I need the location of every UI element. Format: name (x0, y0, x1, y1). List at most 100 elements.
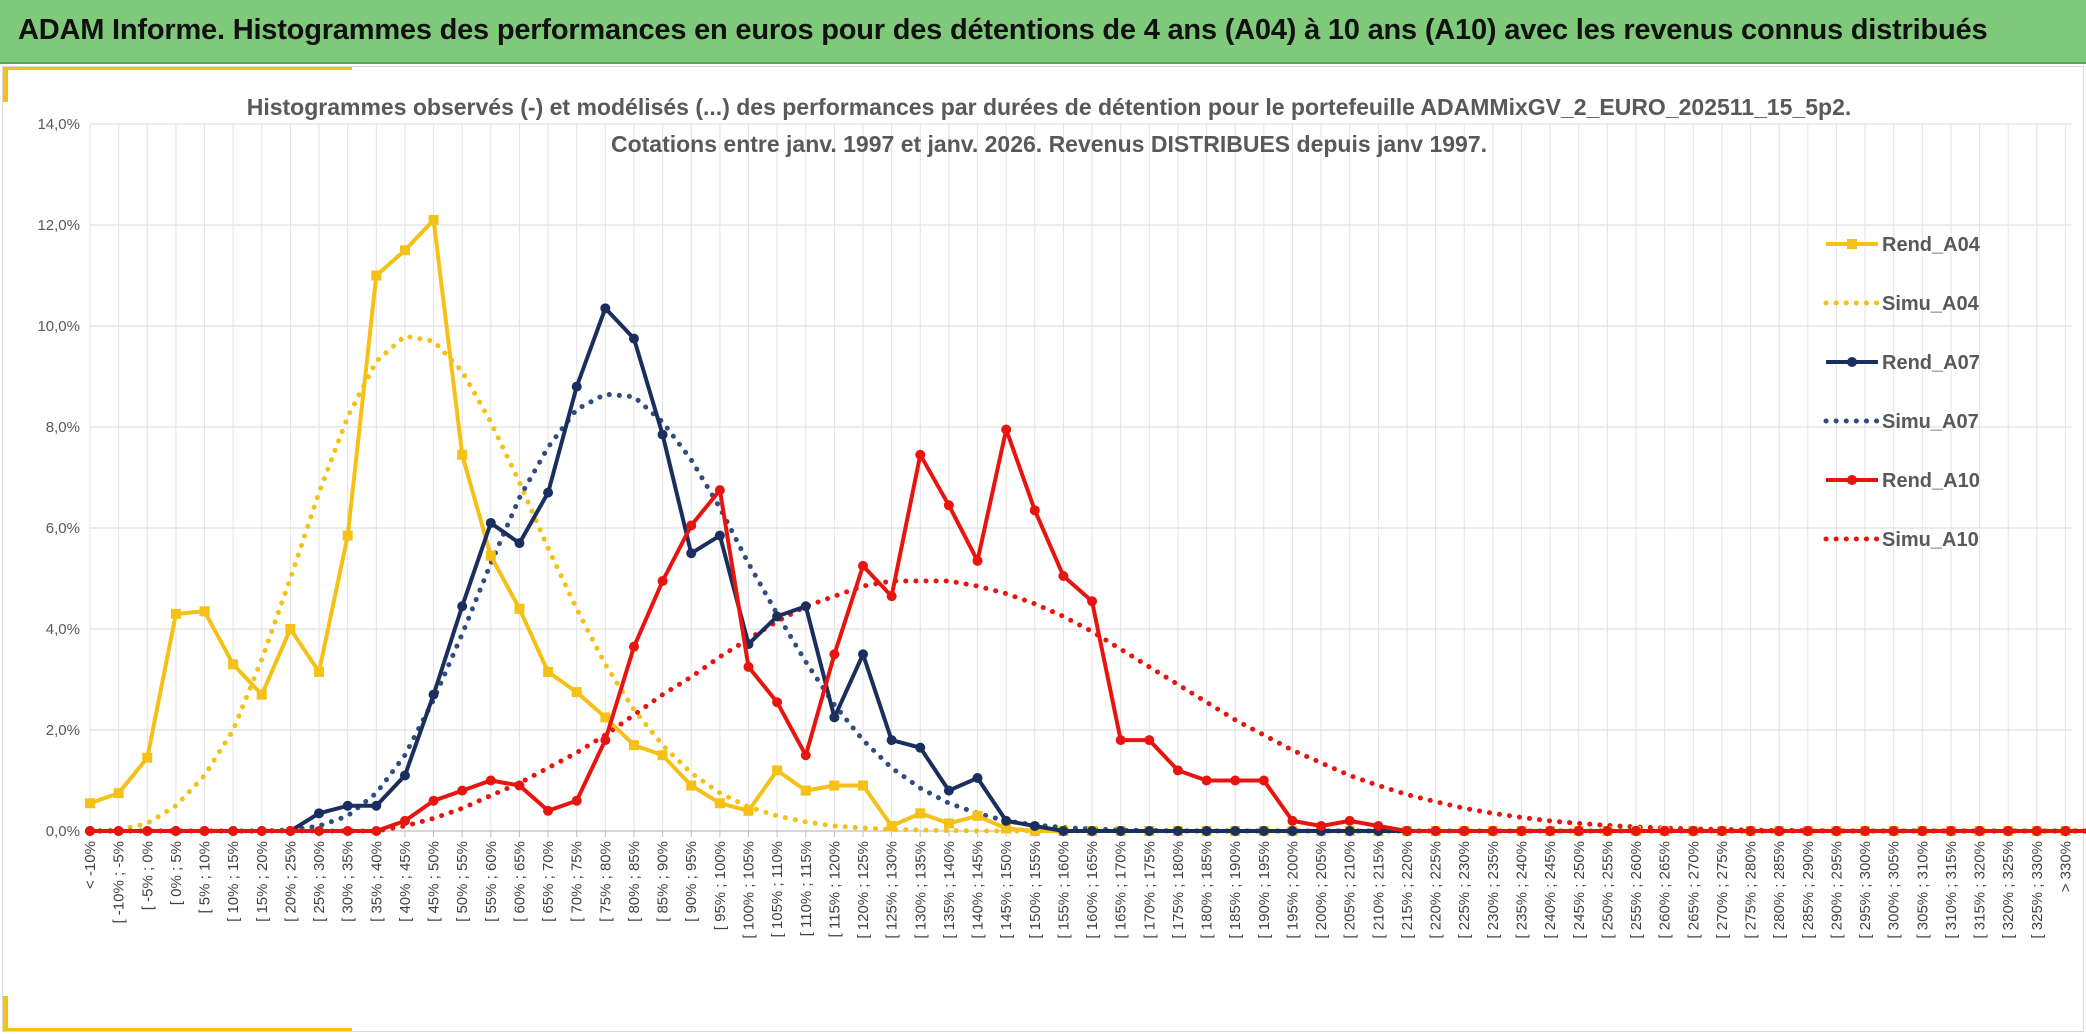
y-tick-label: 0,0% (46, 823, 80, 840)
data-point (228, 659, 239, 670)
data-point (600, 712, 611, 723)
x-tick-label: [ -10% ; -5% (111, 841, 128, 924)
data-point (1459, 826, 1470, 836)
y-tick-label: 4,0% (46, 621, 80, 638)
data-point (743, 661, 754, 672)
data-point (485, 550, 496, 561)
x-tick-label: [ 40% ; 45% (397, 841, 414, 922)
data-point (543, 805, 554, 816)
header-banner: ADAM Informe. Histogrammes des performan… (0, 0, 2086, 64)
x-tick-label: [ 175% ; 180% (1170, 841, 1187, 939)
x-tick-label: [ 130% ; 135% (912, 841, 929, 939)
legend-marker (1847, 475, 1857, 485)
data-point (1831, 826, 1842, 836)
data-point (428, 795, 439, 806)
data-point (314, 666, 325, 677)
data-point (514, 603, 525, 614)
data-point (1258, 775, 1269, 786)
x-tick-label: [ 195% ; 200% (1284, 841, 1301, 939)
data-point (886, 735, 897, 746)
x-tick-label: [ 85% ; 90% (655, 841, 672, 922)
x-tick-label: [ 80% ; 85% (626, 841, 643, 922)
data-point (1373, 820, 1384, 831)
data-point (686, 520, 697, 531)
x-tick-label: [ 5% ; 10% (197, 841, 214, 914)
data-point (342, 530, 353, 541)
data-point (514, 780, 525, 791)
data-point (2031, 826, 2042, 836)
data-point (829, 780, 840, 791)
data-point (228, 826, 239, 836)
data-point (1487, 826, 1498, 836)
data-point (113, 788, 124, 799)
data-point (543, 487, 554, 498)
data-point (1430, 826, 1441, 836)
data-point (886, 591, 897, 602)
data-point (714, 485, 725, 496)
chart-title-line2: Cotations entre janv. 1997 et janv. 2026… (611, 131, 1487, 157)
x-tick-label: [ 100% ; 105% (740, 841, 757, 939)
data-point (772, 765, 783, 776)
data-point (1087, 596, 1098, 607)
series-line-rend-a04 (89, 218, 2086, 833)
x-tick-label: [ 15% ; 20% (254, 841, 271, 922)
data-point (657, 576, 668, 587)
accent-line-left-bottom (2, 996, 8, 1032)
data-point (1029, 820, 1040, 831)
x-tick-label: [ 220% ; 225% (1428, 841, 1445, 939)
data-point (514, 538, 525, 549)
data-point (571, 687, 582, 698)
page-title: ADAM Informe. Histogrammes des performan… (18, 14, 1988, 46)
x-tick-label: [ 240% ; 245% (1542, 841, 1559, 939)
x-tick-label: [ 110% ; 115% (798, 841, 815, 936)
x-tick-label: [ 10% ; 15% (225, 841, 242, 922)
data-point (1115, 735, 1126, 746)
x-tick-label: [ -5% ; 0% (139, 841, 156, 910)
data-point (342, 826, 353, 836)
data-point (85, 826, 95, 836)
data-point (457, 785, 468, 796)
data-point (1316, 820, 1327, 831)
x-tick-label: [ 190% ; 195% (1256, 841, 1273, 939)
x-tick-label: [ 90% ; 95% (683, 841, 700, 922)
data-point (1344, 826, 1355, 836)
data-point (886, 820, 897, 831)
data-point (256, 826, 267, 836)
data-point (1144, 735, 1155, 746)
data-point (772, 697, 783, 708)
data-point (485, 775, 496, 786)
data-point (371, 270, 382, 281)
legend-background (1802, 215, 2002, 570)
series-line-simu-a04 (87, 333, 2086, 834)
data-point (1917, 826, 1928, 836)
data-point (600, 735, 611, 746)
data-point (972, 772, 983, 783)
data-point (1001, 823, 1012, 834)
x-tick-label: [ 260% ; 265% (1657, 841, 1674, 939)
data-point (285, 826, 296, 836)
data-point (1029, 826, 1040, 836)
data-point (1344, 815, 1355, 826)
data-point (800, 785, 811, 796)
data-point (714, 530, 725, 541)
legend-marker (1847, 239, 1857, 249)
x-tick-label: [ 50% ; 55% (454, 841, 471, 922)
data-point (1029, 505, 1040, 516)
legend-label: Simu_A04 (1882, 293, 1980, 315)
x-tick-label: [ 300% ; 305% (1886, 841, 1903, 939)
data-point (1545, 826, 1556, 836)
data-point (915, 808, 926, 819)
y-tick-label: 6,0% (46, 520, 80, 537)
data-point (1287, 815, 1298, 826)
x-tick-label: [ 245% ; 250% (1571, 841, 1588, 939)
x-tick-label: [ 160% ; 165% (1084, 841, 1101, 939)
data-point (1287, 826, 1298, 836)
data-point (1745, 826, 1756, 836)
x-tick-label: [ 20% ; 25% (282, 841, 299, 922)
data-point (170, 608, 181, 619)
x-tick-label: [ 95% ; 100% (712, 841, 729, 930)
x-tick-label: [ 55% ; 60% (483, 841, 500, 922)
data-point (1058, 570, 1069, 581)
x-tick-label: [ 270% ; 275% (1714, 841, 1731, 939)
y-tick-label: 10,0% (37, 318, 80, 335)
